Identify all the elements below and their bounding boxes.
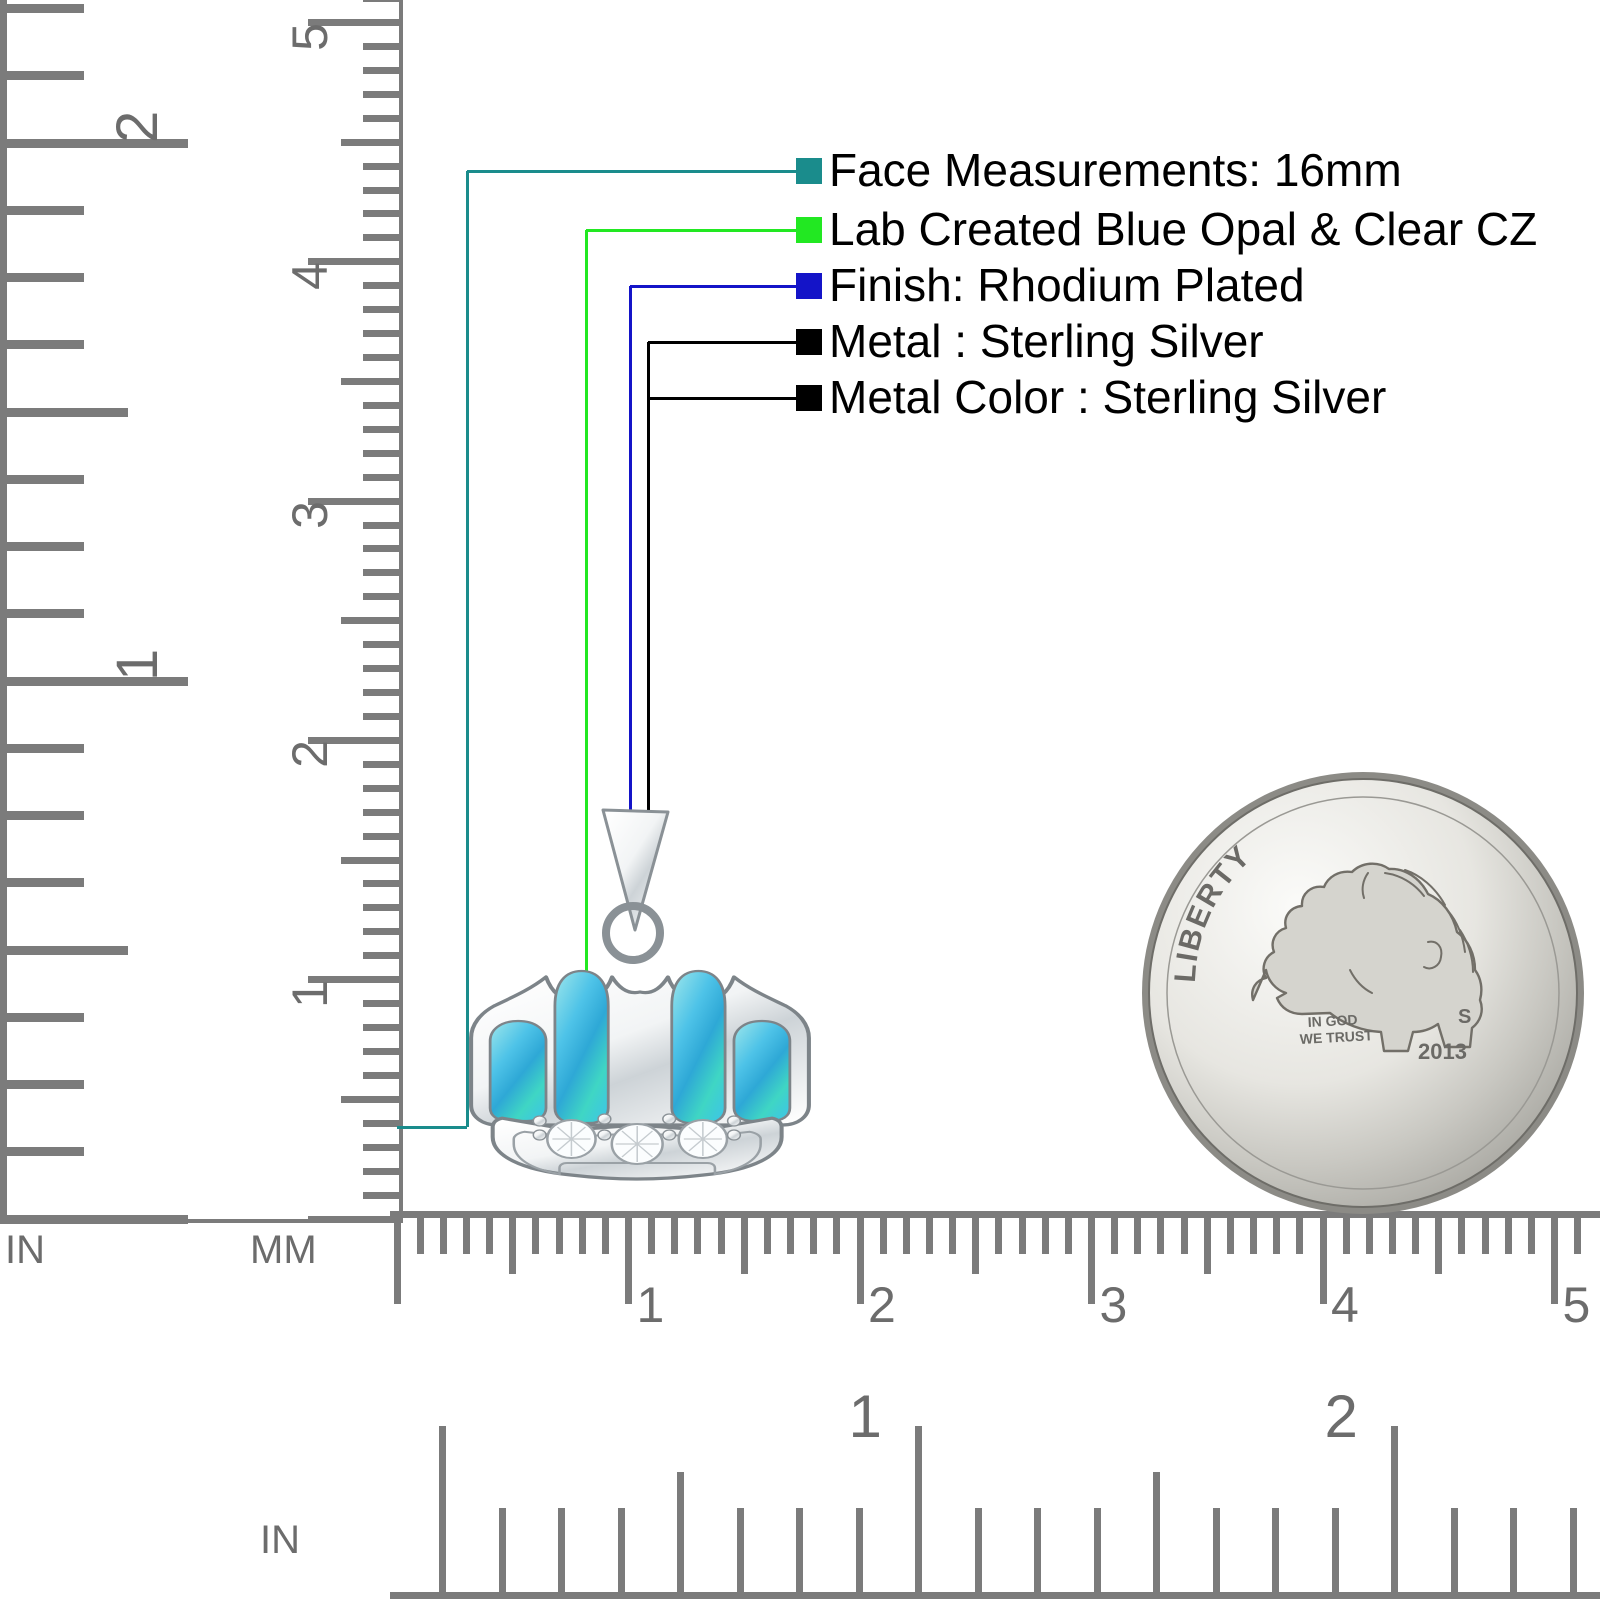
svg-text:IN GOD: IN GOD [1307,1011,1358,1030]
svg-text:S: S [1458,1006,1471,1028]
svg-text:2013: 2013 [1418,1039,1467,1064]
